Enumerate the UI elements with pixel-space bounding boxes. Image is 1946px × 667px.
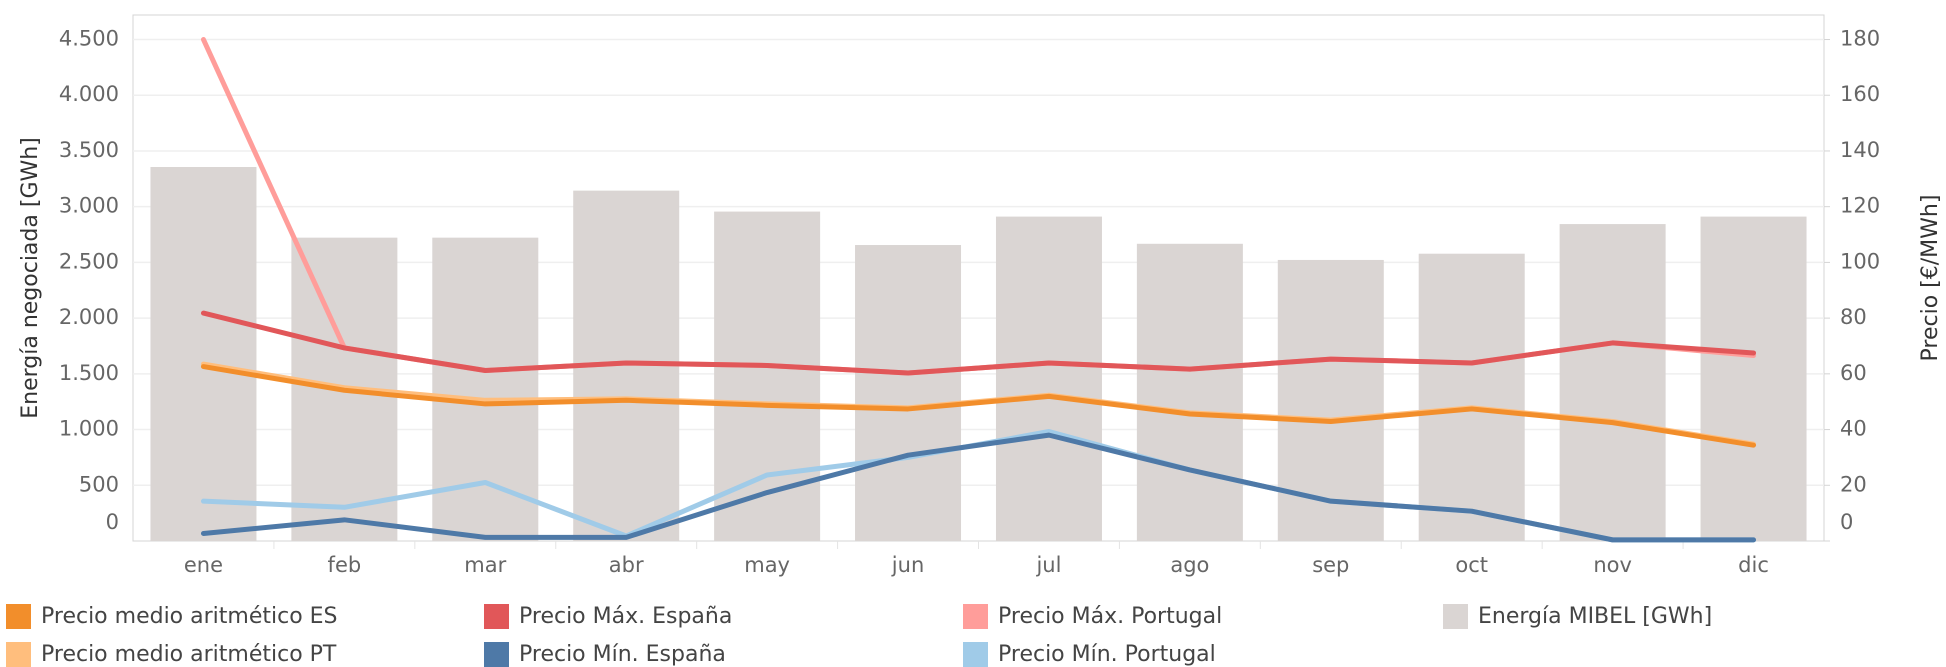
legend-label: Precio Máx. España bbox=[519, 604, 732, 629]
x-tick-label: oct bbox=[1455, 553, 1488, 577]
y-tick-label: 3.000 bbox=[59, 194, 119, 218]
y2-tick-label: 180 bbox=[1840, 27, 1880, 51]
bar bbox=[855, 245, 962, 542]
bar bbox=[995, 216, 1102, 541]
y2-tick-label: 160 bbox=[1840, 82, 1880, 106]
y2-tick-label: 20 bbox=[1840, 472, 1867, 496]
y2-tick-label: 100 bbox=[1840, 249, 1880, 273]
y-tick-label: 1.500 bbox=[59, 361, 119, 385]
line bbox=[200, 432, 1757, 543]
bar bbox=[1700, 216, 1807, 541]
legend-swatch bbox=[963, 604, 988, 629]
legend-label: Precio Mín. España bbox=[519, 642, 726, 667]
y2-tick-label: 120 bbox=[1840, 194, 1880, 218]
legend-swatch bbox=[6, 642, 31, 667]
legend-swatch bbox=[6, 604, 31, 629]
y-tick-label: 4.000 bbox=[59, 82, 119, 106]
y-tick-label: 2.000 bbox=[59, 305, 119, 329]
legend-swatch bbox=[484, 642, 509, 667]
legend-label: Energía MIBEL [GWh] bbox=[1478, 604, 1712, 629]
y-tick-label: 2.500 bbox=[59, 249, 119, 273]
y2-tick-label: 0 bbox=[1840, 510, 1853, 534]
y2-tick-label: 40 bbox=[1840, 417, 1867, 441]
legend-swatch bbox=[1443, 604, 1468, 629]
y-tick-label: 0 bbox=[106, 510, 119, 534]
x-tick-label: ago bbox=[1170, 553, 1209, 577]
x-tick-label: jul bbox=[1035, 553, 1061, 577]
legend-label: Precio Máx. Portugal bbox=[998, 604, 1222, 629]
y-axis-label: Energía negociada [GWh] bbox=[18, 137, 43, 419]
legend-label: Precio medio aritmético PT bbox=[41, 642, 337, 667]
legend-label: Precio Mín. Portugal bbox=[998, 642, 1216, 667]
bar bbox=[1136, 243, 1243, 541]
y-tick-label: 3.500 bbox=[59, 138, 119, 162]
y-tick-label: 500 bbox=[79, 472, 119, 496]
x-tick-label: ene bbox=[184, 553, 223, 577]
line bbox=[200, 310, 1757, 376]
bar bbox=[1418, 253, 1525, 541]
y-tick-label: 1.000 bbox=[59, 417, 119, 441]
legend-swatch bbox=[963, 642, 988, 667]
x-tick-label: may bbox=[744, 553, 790, 577]
legend-label: Precio medio aritmético ES bbox=[41, 604, 338, 629]
x-tick-label: jun bbox=[891, 553, 924, 577]
bar bbox=[714, 211, 821, 541]
y2-tick-label: 80 bbox=[1840, 305, 1867, 329]
x-tick-label: feb bbox=[328, 553, 362, 577]
line bbox=[200, 364, 1757, 448]
x-tick-label: mar bbox=[464, 553, 506, 577]
bar bbox=[150, 167, 257, 542]
y2-tick-label: 60 bbox=[1840, 361, 1867, 385]
y2-tick-label: 140 bbox=[1840, 138, 1880, 162]
y-tick-label: 4.500 bbox=[59, 27, 119, 51]
x-tick-label: dic bbox=[1738, 553, 1769, 577]
y2-axis-label: Precio [€/MWh] bbox=[1918, 195, 1943, 362]
x-tick-label: abr bbox=[609, 553, 644, 577]
x-tick-label: sep bbox=[1312, 553, 1349, 577]
legend-swatch bbox=[484, 604, 509, 629]
bar bbox=[1559, 224, 1666, 541]
x-tick-label: nov bbox=[1593, 553, 1632, 577]
